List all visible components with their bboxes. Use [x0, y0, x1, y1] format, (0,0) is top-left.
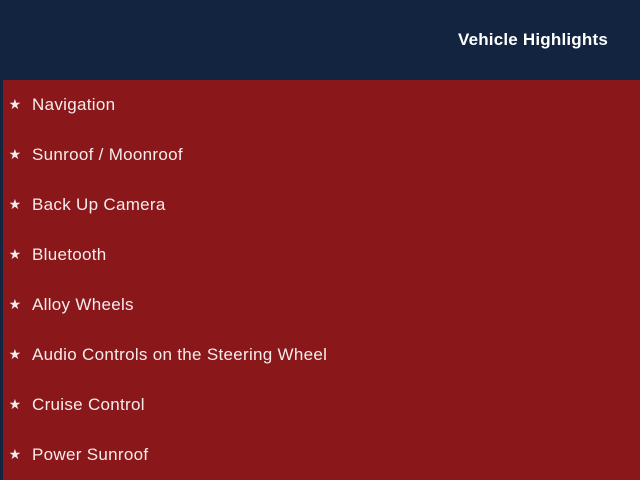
star-icon: ★ — [8, 396, 22, 412]
header-bar: Vehicle Highlights — [0, 0, 640, 80]
highlight-item: ★ Sunroof / Moonroof — [3, 130, 640, 180]
highlight-item: ★ Cruise Control — [3, 380, 640, 430]
highlights-list: ★ Navigation ★ Sunroof / Moonroof ★ Back… — [0, 80, 640, 480]
highlight-item: ★ Power Sunroof — [3, 430, 640, 480]
highlight-item: ★ Navigation — [3, 80, 640, 130]
star-icon: ★ — [8, 96, 22, 112]
highlight-item: ★ Alloy Wheels — [3, 280, 640, 330]
highlight-label: Power Sunroof — [32, 445, 149, 464]
star-icon: ★ — [8, 146, 22, 162]
star-icon: ★ — [8, 246, 22, 262]
highlight-label: Sunroof / Moonroof — [32, 145, 183, 164]
star-icon: ★ — [8, 296, 22, 312]
star-icon: ★ — [8, 446, 22, 462]
highlight-label: Audio Controls on the Steering Wheel — [32, 345, 328, 364]
highlight-label: Navigation — [32, 95, 116, 114]
highlight-item: ★ Audio Controls on the Steering Wheel — [3, 330, 640, 380]
page-title: Vehicle Highlights — [457, 30, 608, 49]
highlight-item: ★ Bluetooth — [3, 230, 640, 280]
star-icon: ★ — [8, 196, 22, 212]
star-icon: ★ — [8, 346, 22, 362]
highlight-label: Back Up Camera — [32, 195, 166, 214]
highlight-label: Alloy Wheels — [32, 295, 134, 314]
highlight-label: Bluetooth — [32, 245, 107, 264]
highlight-item: ★ Back Up Camera — [3, 180, 640, 230]
highlight-label: Cruise Control — [32, 395, 145, 414]
